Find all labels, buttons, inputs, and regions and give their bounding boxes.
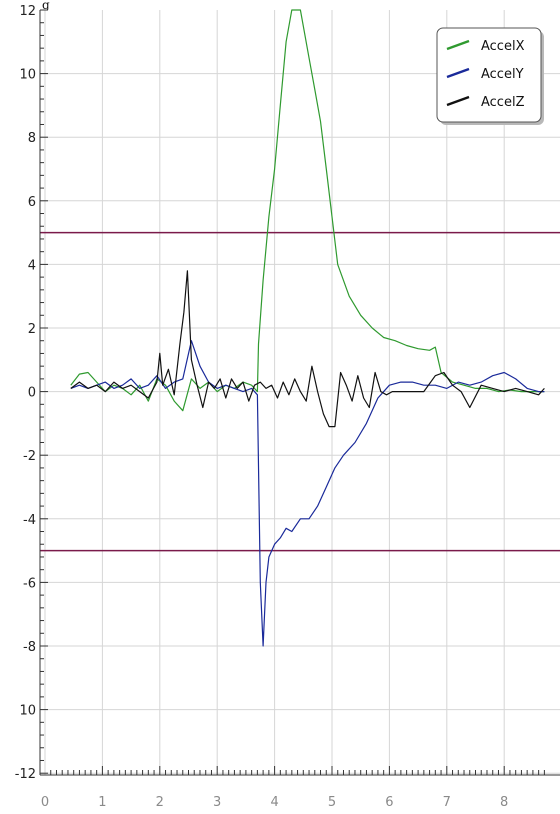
x-tick-label: 7 — [443, 795, 451, 810]
y-tick-label: -4 — [23, 513, 36, 528]
series-lines — [70, 9, 545, 647]
y-tick-label: -8 — [23, 640, 36, 655]
legend-swatch — [446, 67, 470, 79]
legend-label: AccelX — [481, 39, 525, 54]
x-tick-label: 1 — [98, 795, 106, 810]
y-tick-label: 10 — [19, 704, 36, 719]
grid-lines — [40, 10, 560, 775]
threshold-lines — [40, 231, 560, 552]
x-tick-label: 4 — [270, 795, 278, 810]
x-tick-label: 6 — [385, 795, 393, 810]
legend: AccelX AccelY AccelZ — [436, 27, 544, 125]
y-tick-label: -6 — [23, 576, 36, 591]
series-line-accelx — [70, 9, 545, 412]
legend-label: AccelZ — [481, 95, 525, 110]
series-line-accelz — [70, 270, 545, 428]
x-tick-label: 3 — [213, 795, 221, 810]
y-tick-label: 12 — [19, 4, 36, 19]
x-tick-label: 2 — [156, 795, 164, 810]
y-tick-label: 6 — [28, 195, 36, 210]
y-tick-label: 2 — [28, 322, 36, 337]
y-tick-label: 0 — [28, 386, 36, 401]
y-tick-label: 4 — [28, 258, 36, 273]
legend-label: AccelY — [481, 67, 524, 82]
series-line-accely — [70, 340, 545, 647]
x-tick-label: 8 — [500, 795, 508, 810]
x-tick-label: 5 — [328, 795, 336, 810]
x-tick-label: 0 — [41, 795, 49, 810]
y-tick-label: -2 — [23, 449, 36, 464]
y-tick-label: 8 — [28, 131, 36, 146]
legend-swatch — [446, 95, 470, 107]
y-tick-label: -12 — [15, 767, 36, 782]
y-tick-label: 10 — [19, 68, 36, 83]
legend-swatch — [446, 39, 470, 51]
chart-title-fragment: g — [42, 0, 50, 12]
